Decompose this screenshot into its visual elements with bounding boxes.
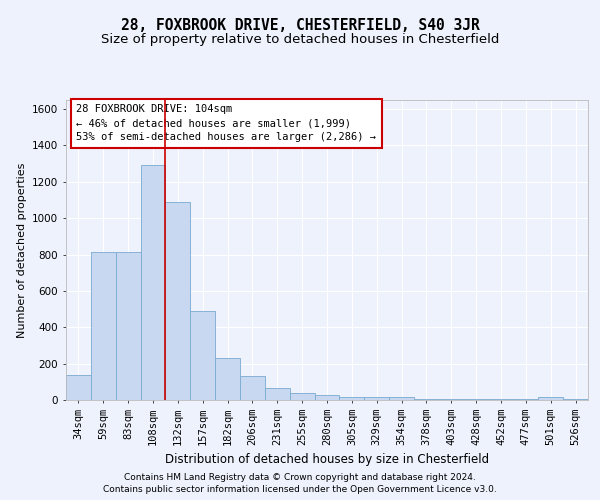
Text: 28 FOXBROOK DRIVE: 104sqm
← 46% of detached houses are smaller (1,999)
53% of se: 28 FOXBROOK DRIVE: 104sqm ← 46% of detac… (76, 104, 376, 142)
Text: Contains public sector information licensed under the Open Government Licence v3: Contains public sector information licen… (103, 485, 497, 494)
Bar (314, 395, 340, 400)
Bar (190, 311, 215, 400)
Bar (340, 398, 364, 400)
Bar (364, 398, 389, 400)
Bar (240, 376, 265, 400)
Bar (166, 202, 190, 400)
Bar (538, 396, 563, 400)
Y-axis label: Number of detached properties: Number of detached properties (17, 162, 26, 338)
Bar (140, 164, 166, 400)
Bar (290, 393, 314, 400)
Bar (116, 252, 140, 400)
Text: 28, FOXBROOK DRIVE, CHESTERFIELD, S40 3JR: 28, FOXBROOK DRIVE, CHESTERFIELD, S40 3J… (121, 18, 479, 32)
Bar (514, 399, 538, 400)
Text: Contains HM Land Registry data © Crown copyright and database right 2024.: Contains HM Land Registry data © Crown c… (124, 472, 476, 482)
Bar (66, 374, 91, 400)
Bar (464, 399, 488, 400)
Bar (389, 398, 414, 400)
Text: Size of property relative to detached houses in Chesterfield: Size of property relative to detached ho… (101, 32, 499, 46)
Bar (488, 399, 514, 400)
Bar (265, 388, 290, 400)
Bar (439, 399, 464, 400)
Bar (215, 358, 240, 400)
X-axis label: Distribution of detached houses by size in Chesterfield: Distribution of detached houses by size … (165, 454, 489, 466)
Bar (563, 399, 588, 400)
Bar (414, 399, 439, 400)
Bar (91, 252, 116, 400)
